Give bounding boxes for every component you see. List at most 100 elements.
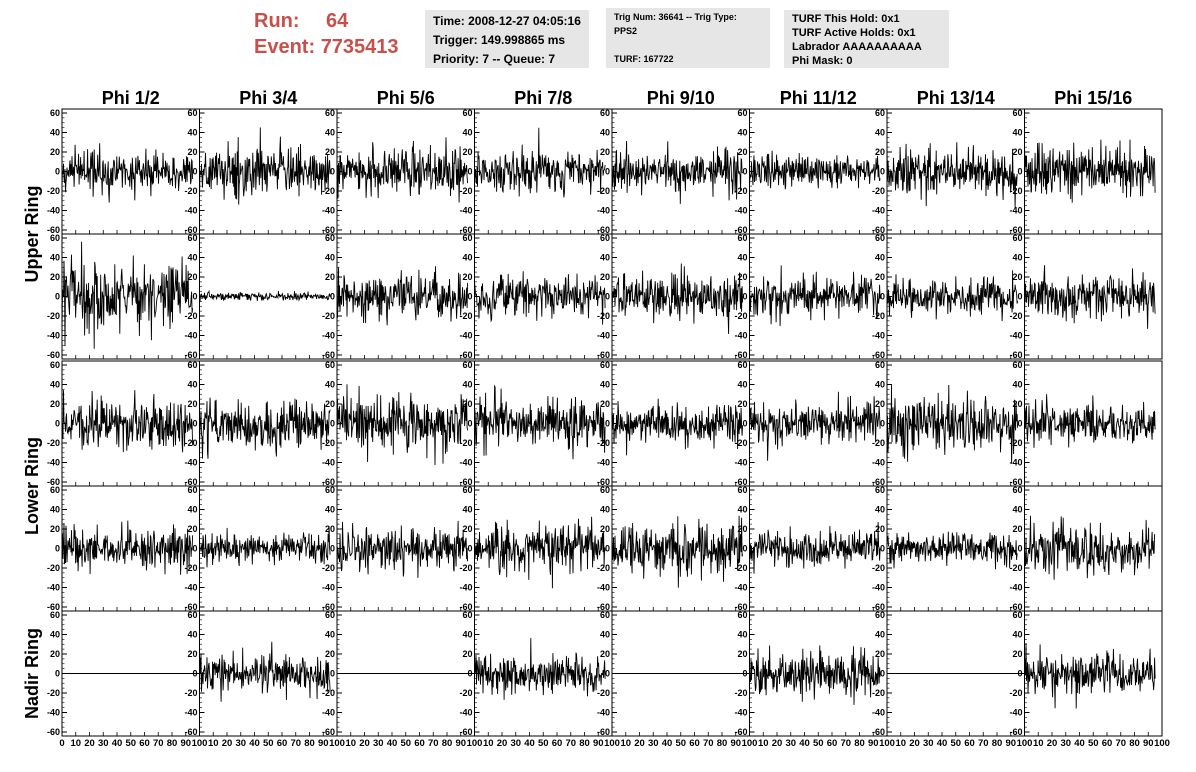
- waveform-trace: [611, 515, 744, 588]
- y-tick-label: 40: [325, 253, 335, 263]
- y-tick-label: 40: [325, 630, 335, 640]
- y-tick-label: 0: [467, 167, 472, 177]
- y-tick-label: 60: [462, 108, 472, 118]
- waveform-trace: [474, 638, 606, 700]
- y-tick-label: -60: [459, 727, 472, 737]
- x-tick-label: 60: [689, 738, 700, 749]
- y-tick-label: -20: [322, 311, 335, 321]
- y-tick-label: 60: [737, 610, 747, 620]
- y-tick-label: 0: [55, 419, 60, 429]
- x-tick-label: 30: [373, 738, 384, 749]
- column-title: Phi 13/14: [917, 88, 995, 108]
- x-tick-label: 20: [772, 738, 783, 749]
- y-tick-label: -40: [1009, 206, 1022, 216]
- y-tick-label: 20: [187, 524, 197, 534]
- y-tick-label: 60: [1012, 233, 1022, 243]
- y-tick-label: 40: [1012, 630, 1022, 640]
- x-tick-label: 70: [290, 738, 301, 749]
- y-tick-label: 60: [1012, 108, 1022, 118]
- x-tick-label: 30: [235, 738, 246, 749]
- y-tick-label: 60: [187, 360, 197, 370]
- y-tick-label: -40: [734, 583, 747, 593]
- x-tick-label: 10: [1033, 738, 1044, 749]
- waveform-trace: [474, 516, 606, 589]
- y-tick-label: -40: [872, 583, 885, 593]
- y-tick-label: -20: [322, 438, 335, 448]
- x-tick-label: 80: [442, 738, 453, 749]
- y-tick-label: 40: [600, 630, 610, 640]
- x-tick-label: 50: [1088, 738, 1099, 749]
- waveform-trace: [886, 531, 1018, 570]
- x-tick-label: 10: [208, 738, 219, 749]
- y-tick-label: 60: [875, 485, 885, 495]
- x-tick-label: 60: [277, 738, 288, 749]
- y-tick-label: -20: [734, 186, 747, 196]
- y-tick-label: 40: [737, 505, 747, 515]
- x-tick-label: 40: [524, 738, 535, 749]
- y-tick-label: 20: [737, 524, 747, 534]
- column-title: Phi 7/8: [514, 88, 572, 108]
- y-tick-label: 20: [50, 272, 60, 282]
- y-tick-label: -20: [47, 438, 60, 448]
- x-tick-label: 80: [717, 738, 728, 749]
- y-tick-label: 0: [605, 167, 610, 177]
- y-tick-label: 20: [1012, 649, 1022, 659]
- y-tick-label: 0: [467, 544, 472, 554]
- y-tick-label: 40: [187, 505, 197, 515]
- y-tick-label: 40: [737, 253, 747, 263]
- y-tick-label: 60: [600, 360, 610, 370]
- y-tick-label: -40: [322, 583, 335, 593]
- y-tick-label: 60: [325, 233, 335, 243]
- x-tick-label: 90: [1143, 738, 1154, 749]
- y-tick-label: -60: [872, 477, 885, 487]
- y-tick-label: -20: [597, 688, 610, 698]
- y-tick-label: 40: [1012, 505, 1022, 515]
- x-tick-label: 60: [414, 738, 425, 749]
- y-tick-label: 0: [742, 669, 747, 679]
- y-tick-label: 20: [50, 147, 60, 157]
- y-tick-label: 20: [875, 524, 885, 534]
- y-tick-label: 60: [462, 485, 472, 495]
- y-tick-label: 20: [875, 649, 885, 659]
- y-tick-label: 60: [325, 108, 335, 118]
- waveform-trace: [886, 270, 1019, 322]
- y-tick-label: 40: [875, 630, 885, 640]
- waveform-trace: [474, 384, 606, 460]
- y-tick-label: 60: [187, 108, 197, 118]
- y-tick-label: 40: [875, 128, 885, 138]
- y-tick-label: -60: [734, 727, 747, 737]
- y-tick-label: 0: [330, 419, 335, 429]
- y-tick-label: 20: [875, 147, 885, 157]
- run-value: 64: [326, 10, 349, 32]
- event-value: 7735413: [320, 36, 399, 58]
- y-tick-label: -60: [184, 225, 197, 235]
- priority-text: Priority: 7 -- Queue: 7: [433, 52, 556, 66]
- y-tick-label: 60: [325, 610, 335, 620]
- y-tick-label: 40: [875, 505, 885, 515]
- x-tick-label: 100: [1017, 738, 1033, 749]
- y-tick-label: -60: [1009, 727, 1022, 737]
- waveform-trace: [336, 266, 469, 326]
- x-tick-label: 80: [1129, 738, 1140, 749]
- y-tick-label: 0: [192, 292, 197, 302]
- waveform-trace: [749, 150, 881, 190]
- waveform-trace: [749, 265, 881, 327]
- y-tick-label: 60: [1012, 610, 1022, 620]
- waveform-trace: [611, 140, 744, 204]
- x-tick-label: 100: [742, 738, 758, 749]
- y-tick-label: -20: [597, 311, 610, 321]
- y-tick-label: 0: [1017, 544, 1022, 554]
- y-tick-label: 0: [55, 544, 60, 554]
- x-tick-label: 70: [565, 738, 576, 749]
- y-tick-label: -20: [597, 563, 610, 573]
- y-tick-label: 60: [600, 485, 610, 495]
- y-tick-label: 40: [1012, 253, 1022, 263]
- y-tick-label: -60: [597, 225, 610, 235]
- waveform-trace: [199, 289, 331, 302]
- y-tick-label: 0: [330, 669, 335, 679]
- y-tick-label: 40: [737, 380, 747, 390]
- y-tick-label: 60: [737, 233, 747, 243]
- y-tick-label: 60: [50, 233, 60, 243]
- y-tick-label: 20: [325, 272, 335, 282]
- x-tick-label: 60: [552, 738, 563, 749]
